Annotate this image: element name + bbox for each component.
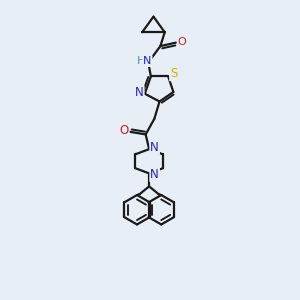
Text: O: O bbox=[119, 124, 129, 136]
Text: N: N bbox=[150, 141, 159, 154]
Text: H: H bbox=[137, 56, 145, 66]
Text: O: O bbox=[178, 37, 186, 47]
Text: S: S bbox=[170, 67, 177, 80]
Text: N: N bbox=[143, 56, 152, 66]
Text: N: N bbox=[150, 168, 159, 181]
Text: N: N bbox=[135, 86, 144, 99]
